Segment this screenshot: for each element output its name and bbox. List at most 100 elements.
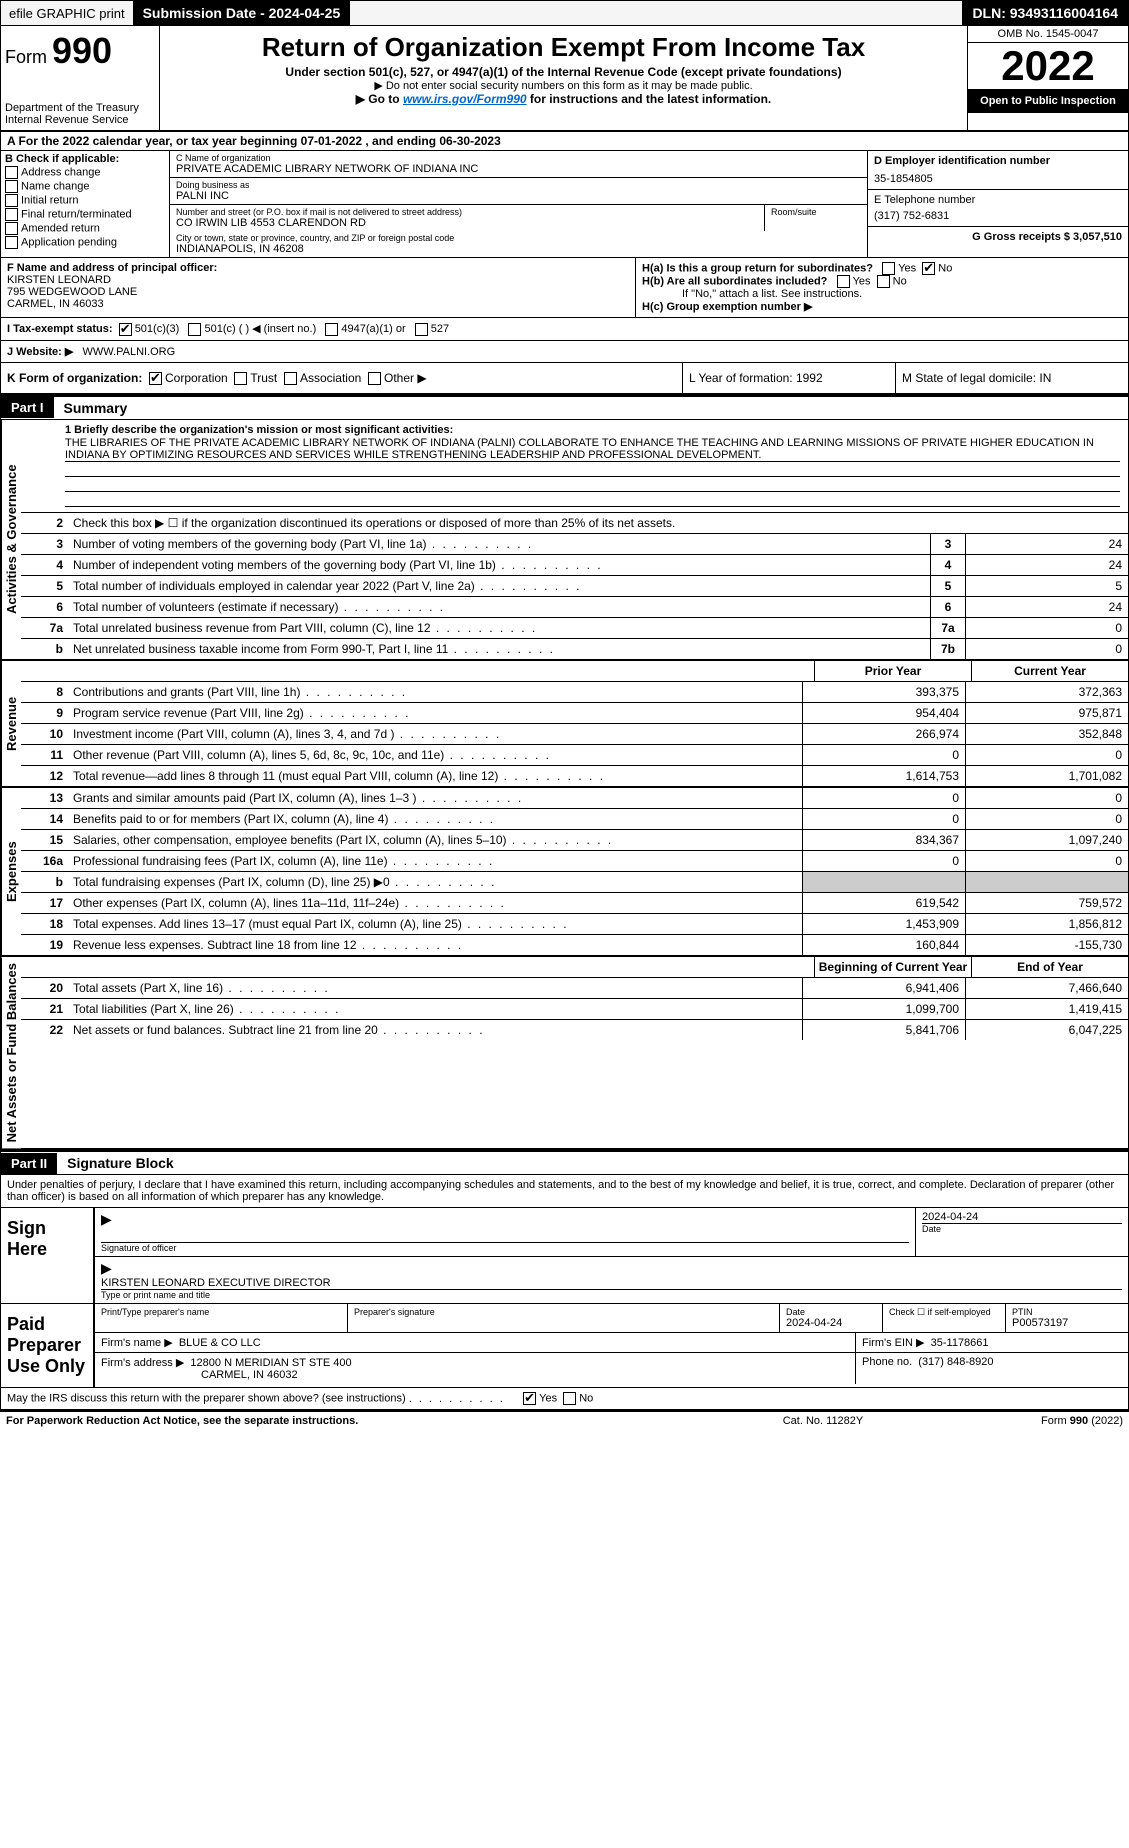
gross-receipts: G Gross receipts $ 3,057,510	[874, 231, 1122, 243]
sig-date-label: Date	[922, 1223, 1122, 1234]
gov-line-3: 3Number of voting members of the governi…	[21, 534, 1128, 555]
subtitle-2: ▶ Do not enter social security numbers o…	[166, 79, 961, 92]
section-governance: Activities & Governance 1 Briefly descri…	[0, 420, 1129, 661]
row-j: J Website: ▶ WWW.PALNI.ORG	[0, 341, 1129, 363]
dba-label: Doing business as	[176, 180, 861, 190]
paid-preparer-block: Paid Preparer Use Only Print/Type prepar…	[0, 1304, 1129, 1388]
row-i: I Tax-exempt status: 501(c)(3) 501(c) ( …	[0, 318, 1129, 341]
chk-initial[interactable]	[5, 194, 18, 207]
mission-text: THE LIBRARIES OF THE PRIVATE ACADEMIC LI…	[65, 437, 1120, 462]
rev-line-12: 12Total revenue—add lines 8 through 11 (…	[21, 766, 1128, 786]
discuss-row: May the IRS discuss this return with the…	[0, 1388, 1129, 1411]
omb-number: OMB No. 1545-0047	[968, 26, 1128, 43]
paid-preparer-label: Paid Preparer Use Only	[1, 1304, 95, 1387]
sig-date-val: 2024-04-24	[922, 1211, 1122, 1223]
footer-left: For Paperwork Reduction Act Notice, see …	[6, 1415, 723, 1427]
chk-501c[interactable]	[188, 323, 201, 336]
discuss-yes[interactable]	[523, 1392, 536, 1405]
phone: (317) 752-6831	[874, 210, 1122, 222]
prep-self: Check ☐ if self-employed	[883, 1304, 1006, 1332]
dln: DLN: 93493116004164	[962, 1, 1128, 25]
hb-row: H(b) Are all subordinates included? Yes …	[642, 275, 1122, 288]
gov-line-7a: 7aTotal unrelated business revenue from …	[21, 618, 1128, 639]
discuss-no[interactable]	[563, 1392, 576, 1405]
firm-addr2: CARMEL, IN 46032	[101, 1369, 849, 1381]
hc-row: H(c) Group exemption number ▶	[642, 300, 1122, 313]
header-mid: Return of Organization Exempt From Incom…	[160, 26, 967, 130]
ha-yes[interactable]	[882, 262, 895, 275]
form-number: 990	[52, 30, 112, 71]
form-label: Form	[5, 47, 47, 67]
subtitle-1: Under section 501(c), 527, or 4947(a)(1)…	[166, 65, 961, 79]
form-header: Form 990 Department of the Treasury Inte…	[0, 26, 1129, 132]
exp-line-15: 15Salaries, other compensation, employee…	[21, 830, 1128, 851]
page-footer: For Paperwork Reduction Act Notice, see …	[0, 1411, 1129, 1430]
chk-trust[interactable]	[234, 372, 247, 385]
chk-pending[interactable]	[5, 236, 18, 249]
officer-name-label: Type or print name and title	[101, 1289, 1122, 1300]
exp-line-14: 14Benefits paid to or for members (Part …	[21, 809, 1128, 830]
chk-4947[interactable]	[325, 323, 338, 336]
officer-typed-name: KIRSTEN LEONARD EXECUTIVE DIRECTOR	[101, 1277, 1122, 1289]
ein-label: D Employer identification number	[874, 155, 1122, 167]
ha-row: H(a) Is this a group return for subordin…	[642, 262, 1122, 275]
irs-link[interactable]: www.irs.gov/Form990	[403, 92, 527, 106]
chk-assoc[interactable]	[284, 372, 297, 385]
footer-mid: Cat. No. 11282Y	[723, 1415, 923, 1427]
ein: 35-1854805	[874, 173, 1122, 185]
col-c: C Name of organization PRIVATE ACADEMIC …	[170, 151, 868, 257]
exp-line-b: bTotal fundraising expenses (Part IX, co…	[21, 872, 1128, 893]
chk-name[interactable]	[5, 180, 18, 193]
col-current: Current Year	[971, 661, 1128, 681]
ptin: P00573197	[1012, 1317, 1122, 1329]
room-label: Room/suite	[771, 207, 861, 217]
rev-line-9: 9Program service revenue (Part VIII, lin…	[21, 703, 1128, 724]
org-name-label: C Name of organization	[176, 153, 861, 163]
gov-line-5: 5Total number of individuals employed in…	[21, 576, 1128, 597]
dba: PALNI INC	[176, 190, 861, 202]
part1-header: Part I Summary	[0, 395, 1129, 420]
col-b: B Check if applicable: Address change Na…	[1, 151, 170, 257]
firm-name: BLUE & CO LLC	[179, 1337, 261, 1349]
row-a-tax-year: A For the 2022 calendar year, or tax yea…	[0, 132, 1129, 151]
line1: 1 Briefly describe the organization's mi…	[21, 420, 1128, 512]
declaration: Under penalties of perjury, I declare th…	[0, 1175, 1129, 1208]
col-b-label: B Check if applicable:	[5, 153, 165, 165]
street-address: CO IRWIN LIB 4553 CLARENDON RD	[176, 217, 758, 229]
chk-address[interactable]	[5, 166, 18, 179]
efile-label: efile GRAPHIC print	[1, 4, 133, 23]
addr-label: Number and street (or P.O. box if mail i…	[176, 207, 758, 217]
ha-no[interactable]	[922, 262, 935, 275]
hb-no[interactable]	[877, 275, 890, 288]
vtab-governance: Activities & Governance	[1, 420, 21, 659]
phone-label: E Telephone number	[874, 194, 1122, 206]
chk-final[interactable]	[5, 208, 18, 221]
line2: Check this box ▶ ☐ if the organization d…	[69, 513, 1128, 533]
entity-block: B Check if applicable: Address change Na…	[0, 151, 1129, 258]
header-right: OMB No. 1545-0047 2022 Open to Public In…	[967, 26, 1128, 130]
exp-line-19: 19Revenue less expenses. Subtract line 1…	[21, 935, 1128, 955]
officer-addr1: 795 WEDGEWOOD LANE	[7, 286, 629, 298]
irs-label: Internal Revenue Service	[5, 114, 155, 126]
prep-name-label: Print/Type preparer's name	[95, 1304, 348, 1332]
firm-phone: (317) 848-8920	[918, 1356, 993, 1368]
col-eoy: End of Year	[971, 957, 1128, 977]
chk-527[interactable]	[415, 323, 428, 336]
hb-note: If "No," attach a list. See instructions…	[642, 288, 1122, 300]
vtab-expenses: Expenses	[1, 788, 21, 955]
chk-501c3[interactable]	[119, 323, 132, 336]
gov-line-6: 6Total number of volunteers (estimate if…	[21, 597, 1128, 618]
chk-corp[interactable]	[149, 372, 162, 385]
year-formation: L Year of formation: 1992	[683, 363, 896, 393]
f-label: F Name and address of principal officer:	[7, 262, 629, 274]
prep-date: 2024-04-24	[786, 1317, 876, 1329]
part1-tag: Part I	[1, 397, 54, 418]
vtab-revenue: Revenue	[1, 661, 21, 786]
section-revenue: Revenue Prior Year Current Year 8Contrib…	[0, 661, 1129, 788]
firm-ein: 35-1178661	[931, 1337, 989, 1349]
chk-other[interactable]	[368, 372, 381, 385]
part1-title: Summary	[54, 397, 138, 419]
submission-date: Submission Date - 2024-04-25	[133, 1, 351, 25]
hb-yes[interactable]	[837, 275, 850, 288]
chk-amended[interactable]	[5, 222, 18, 235]
